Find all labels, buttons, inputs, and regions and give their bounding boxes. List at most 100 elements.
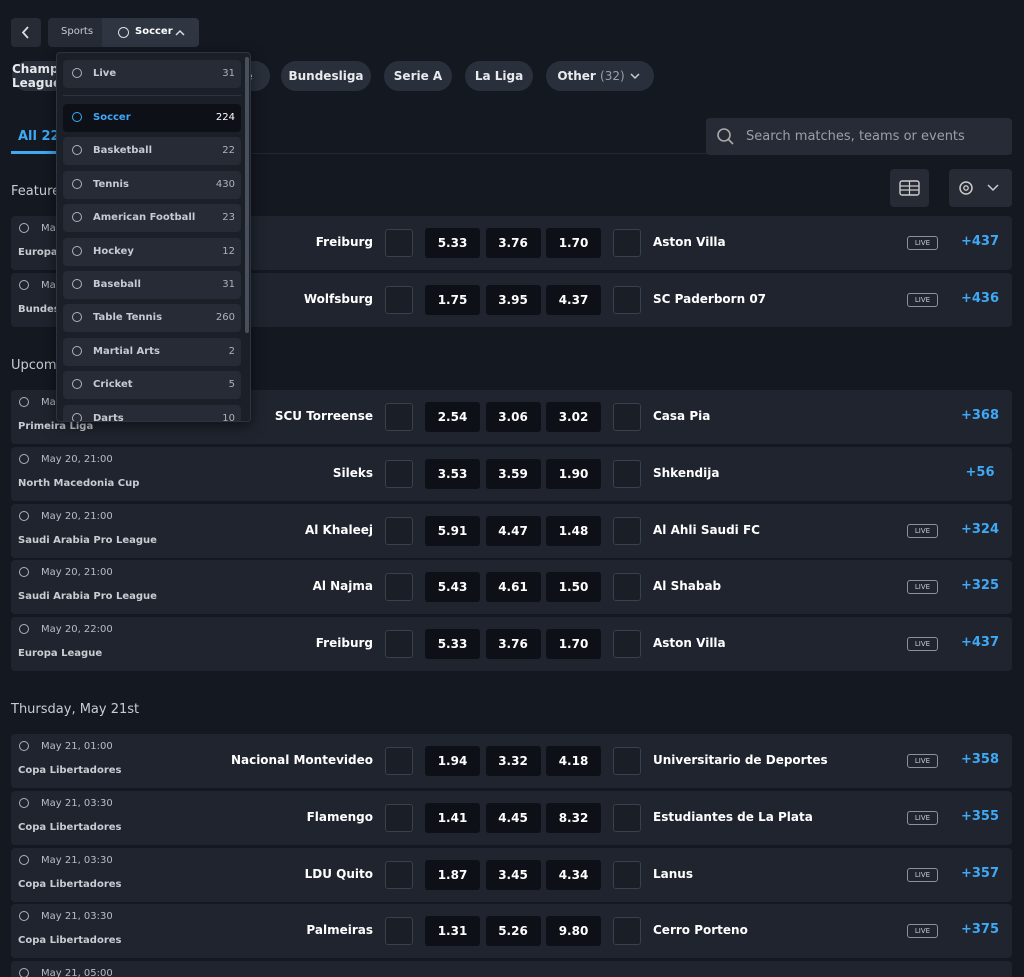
more-markets[interactable]: +325 bbox=[960, 578, 1000, 594]
home-logo bbox=[385, 516, 413, 545]
odds-button[interactable]: 9.80 bbox=[546, 916, 601, 947]
away-team: Estudiantes de La Plata bbox=[653, 809, 813, 824]
breadcrumb-current-box[interactable]: Soccer bbox=[102, 18, 199, 47]
sport-item[interactable]: Martial Arts 2 bbox=[63, 337, 241, 366]
more-markets[interactable]: +437 bbox=[960, 234, 1000, 249]
odds-button[interactable]: 1.41 bbox=[425, 802, 480, 833]
search-placeholder: Search matches, teams or events bbox=[746, 129, 965, 144]
odds-button[interactable]: 5.33 bbox=[425, 228, 480, 258]
more-markets[interactable]: +437 bbox=[960, 635, 1000, 651]
sport-count: 23 bbox=[222, 212, 235, 224]
odds-button[interactable]: 4.47 bbox=[485, 515, 541, 546]
odds-button[interactable]: 5.43 bbox=[425, 572, 480, 603]
odds-button[interactable]: 1.31 bbox=[425, 916, 480, 947]
odds-button[interactable]: 3.06 bbox=[485, 402, 541, 432]
odds-button[interactable]: 5.91 bbox=[425, 515, 480, 546]
sport-item[interactable]: Soccer 224 bbox=[63, 104, 241, 132]
away-logo bbox=[613, 573, 641, 602]
odds-button[interactable]: 1.87 bbox=[425, 859, 480, 890]
more-markets[interactable]: +436 bbox=[960, 290, 1000, 306]
odds-button[interactable]: 4.37 bbox=[546, 284, 601, 315]
league-pill[interactable]: Serie A bbox=[384, 61, 452, 91]
tab-all[interactable]: All 224 bbox=[18, 129, 69, 144]
odds-button[interactable]: 1.70 bbox=[546, 228, 601, 258]
sport-icon bbox=[72, 145, 82, 156]
odds-button[interactable]: 3.53 bbox=[425, 458, 480, 489]
match-row[interactable]: May 21, 03:30 Copa Libertadores Flamengo 1.… bbox=[11, 790, 1012, 845]
odds-button[interactable]: 4.61 bbox=[485, 572, 541, 603]
match-row[interactable]: May 20, 21:00 North Macedonia Cup Sileks 3.… bbox=[11, 446, 1012, 501]
back-button[interactable] bbox=[11, 18, 41, 47]
sport-item[interactable]: Cricket 5 bbox=[63, 371, 241, 400]
odds-button[interactable]: 4.34 bbox=[546, 859, 601, 890]
breadcrumb-root[interactable]: Sports bbox=[61, 26, 94, 37]
odds-button[interactable]: 1.48 bbox=[546, 515, 601, 546]
sport-icon bbox=[72, 112, 82, 122]
match-time: May 20, 21:00 bbox=[41, 453, 113, 465]
more-markets[interactable]: +56 bbox=[965, 464, 995, 480]
sport-item[interactable]: Darts 10 bbox=[63, 404, 241, 421]
sport-count: 224 bbox=[215, 112, 235, 123]
match-row[interactable]: May 20, 21:00 Saudi Arabia Pro League Al N… bbox=[11, 560, 1012, 615]
sport-item[interactable]: Baseball 31 bbox=[63, 271, 241, 299]
sports-dropdown: Live 31 Soccer 224 Basketball 22 Tennis 430 Amer… bbox=[56, 52, 251, 422]
match-row[interactable]: May 21, 03:30 Copa Libertadores Palmeiras 1… bbox=[11, 904, 1012, 959]
odds-button[interactable]: 4.18 bbox=[546, 746, 601, 776]
settings-button[interactable] bbox=[949, 169, 1012, 207]
sport-item[interactable]: American Football 23 bbox=[63, 204, 241, 233]
sport-name: Table Tennis bbox=[93, 312, 163, 324]
odds-button[interactable]: 3.76 bbox=[485, 629, 541, 660]
league-pill[interactable]: La Liga bbox=[465, 61, 533, 91]
more-markets[interactable]: +358 bbox=[960, 752, 1000, 767]
home-team: Sileks bbox=[332, 465, 373, 480]
odds-button[interactable]: 3.45 bbox=[485, 859, 541, 890]
home-logo bbox=[385, 803, 413, 832]
sport-item[interactable]: Hockey 12 bbox=[63, 237, 241, 266]
odds-button[interactable]: 1.50 bbox=[546, 572, 601, 603]
odds-button[interactable]: 3.95 bbox=[485, 284, 541, 315]
odds-button[interactable]: 5.26 bbox=[485, 916, 541, 947]
soccer-icon bbox=[118, 27, 129, 38]
odds-button[interactable]: 1.94 bbox=[425, 746, 480, 776]
more-markets[interactable]: +355 bbox=[960, 808, 1000, 824]
other-pill[interactable]: Other (32) bbox=[546, 61, 654, 91]
odds-button[interactable]: 1.75 bbox=[425, 284, 480, 315]
odds-button[interactable]: 4.45 bbox=[485, 802, 541, 833]
sport-icon bbox=[72, 178, 82, 189]
more-markets[interactable]: +357 bbox=[960, 865, 1000, 881]
ball-icon bbox=[19, 968, 29, 977]
home-team: Nacional Montevideo bbox=[230, 753, 373, 767]
odds-button[interactable]: 3.32 bbox=[485, 746, 541, 776]
match-row[interactable]: May 20, 21:00 Saudi Arabia Pro League Al K… bbox=[11, 503, 1012, 558]
sport-item[interactable]: Basketball 22 bbox=[63, 137, 241, 166]
home-logo bbox=[385, 403, 413, 431]
sport-item[interactable]: Table Tennis 260 bbox=[63, 304, 241, 333]
odds-button[interactable]: 3.59 bbox=[485, 458, 541, 489]
more-markets[interactable]: +324 bbox=[960, 521, 1000, 537]
odds-button[interactable]: 5.33 bbox=[425, 629, 480, 660]
sport-count: 5 bbox=[228, 379, 235, 391]
sport-item[interactable]: Live 31 bbox=[63, 60, 241, 88]
away-team: SC Paderborn 07 bbox=[653, 291, 767, 306]
odds-button[interactable]: 8.32 bbox=[546, 802, 601, 833]
odds-button[interactable]: 3.76 bbox=[485, 228, 541, 258]
home-team: Wolfsburg bbox=[303, 291, 373, 306]
odds-button[interactable]: 1.90 bbox=[546, 458, 601, 489]
sport-item[interactable]: Tennis 430 bbox=[63, 170, 241, 199]
league-pill[interactable]: Bundesliga bbox=[281, 61, 371, 91]
layout-button[interactable] bbox=[890, 169, 929, 207]
odds-button[interactable]: 1.70 bbox=[546, 629, 601, 660]
home-logo bbox=[385, 285, 413, 314]
match-row[interactable]: May 21, 01:00 Copa Libertadores Nacional M… bbox=[11, 734, 1012, 788]
search-box[interactable]: Search matches, teams or events bbox=[706, 118, 1012, 155]
ball-icon bbox=[19, 279, 29, 290]
more-markets[interactable]: +375 bbox=[960, 922, 1000, 938]
match-row[interactable]: May 21, 03:30 Copa Libertadores LDU Quito 1… bbox=[11, 847, 1012, 902]
odds-button[interactable]: 3.02 bbox=[546, 402, 601, 432]
more-markets[interactable]: +368 bbox=[960, 408, 1000, 423]
odds-button[interactable]: 2.54 bbox=[425, 402, 480, 432]
match-time: May 21, 05:00 bbox=[41, 968, 113, 977]
